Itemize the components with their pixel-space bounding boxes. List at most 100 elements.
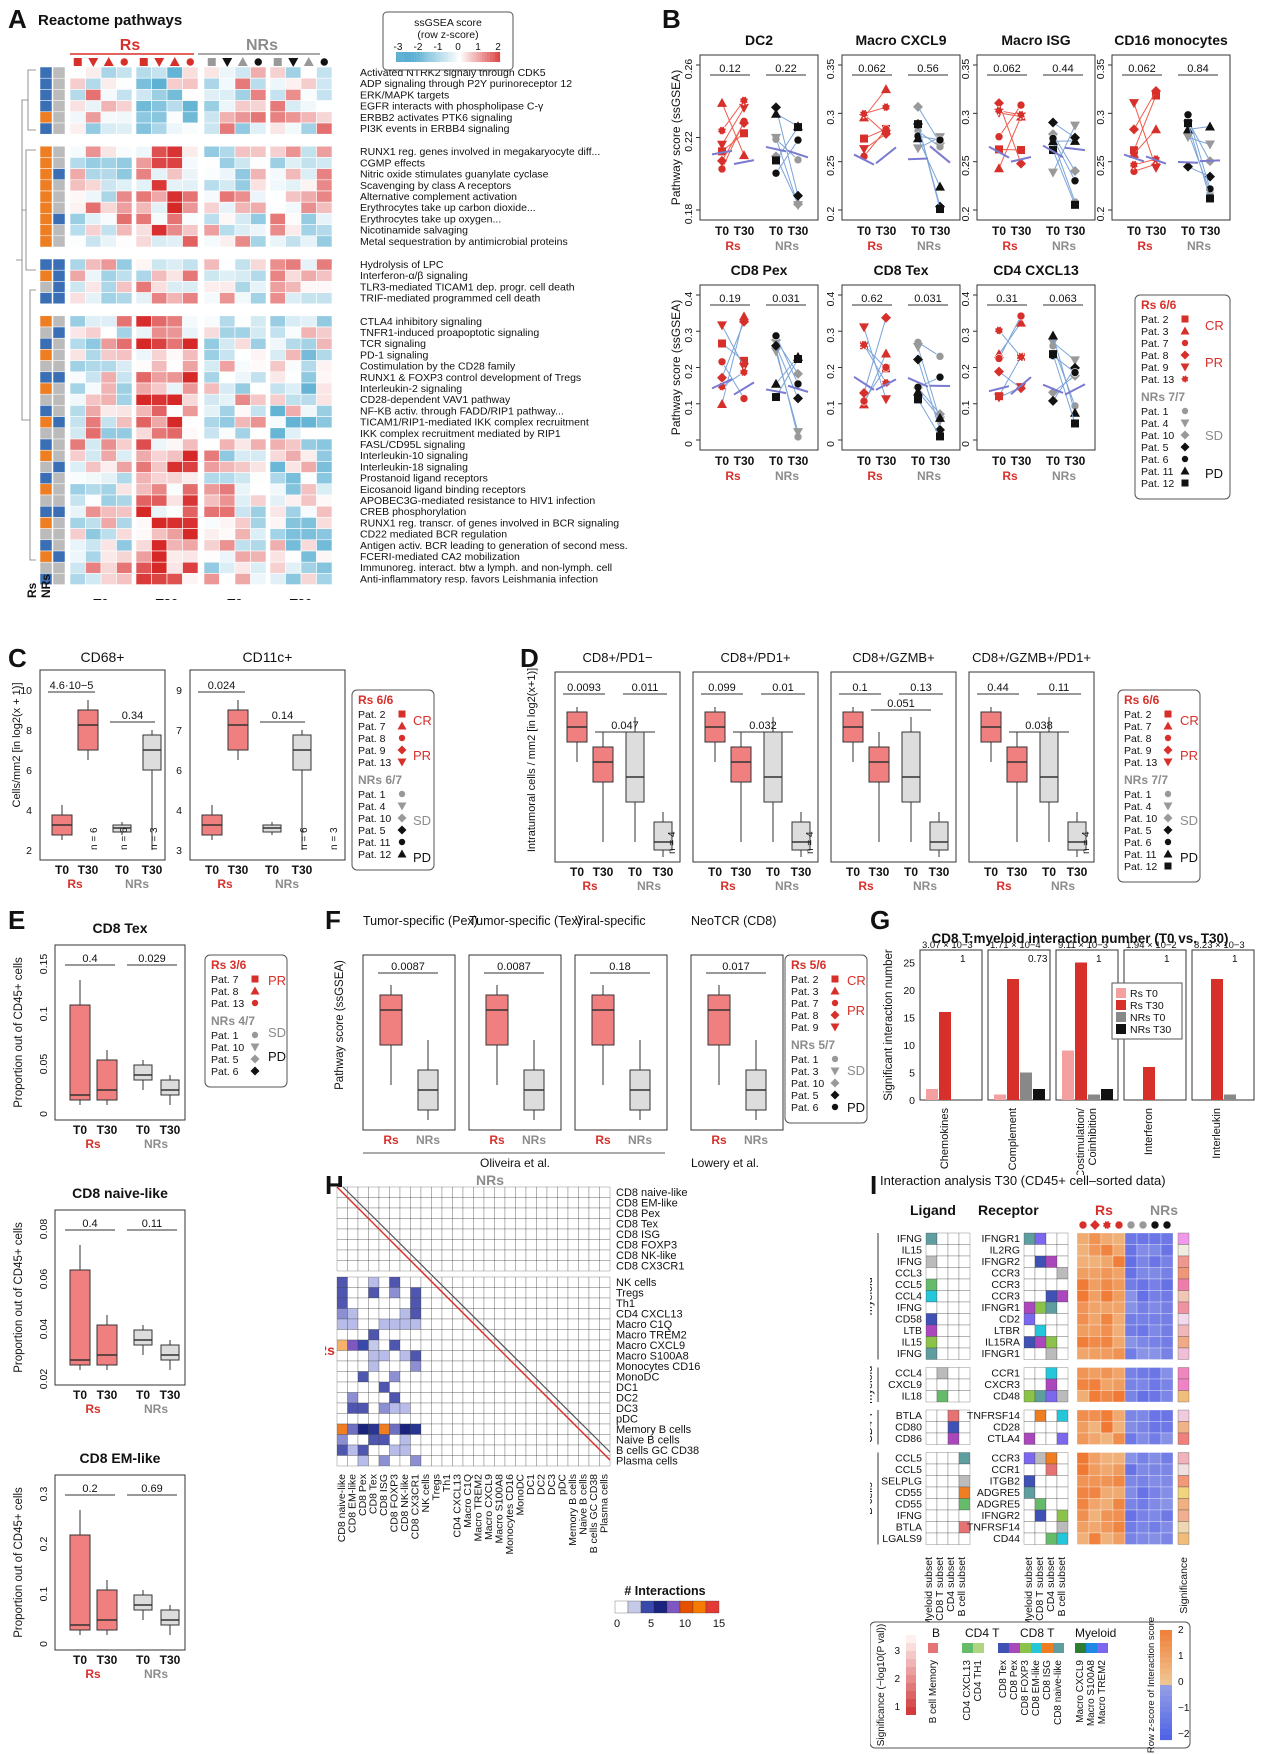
heatmap-cell <box>203 382 220 395</box>
x-tick-label: T30 <box>1067 865 1088 879</box>
heatmap-cell <box>116 213 133 225</box>
heatmap-cell <box>151 382 168 395</box>
heatmap-cell <box>250 405 267 417</box>
matrix-cell <box>399 1413 411 1425</box>
heatmap-cell <box>166 315 183 328</box>
zscore-cell <box>1100 1301 1114 1314</box>
heatmap-cell <box>151 224 168 237</box>
matrix-cell <box>525 1392 537 1404</box>
pvalue-label: 0.031 <box>772 293 800 305</box>
mean-line <box>1064 383 1086 396</box>
matrix-cell <box>452 1228 464 1240</box>
zscore-cell <box>1124 1421 1138 1434</box>
significance-cell <box>1177 1267 1190 1280</box>
heatmap-cell <box>250 371 267 384</box>
legend-marker <box>397 813 407 823</box>
matrix-cell <box>567 1239 579 1251</box>
legend-rs-head: Rs 6/6 <box>1141 298 1177 312</box>
heatmap-cell <box>285 111 302 124</box>
subset-cell <box>1034 1367 1047 1380</box>
legend-box <box>870 1621 1191 1749</box>
zscore-cell <box>1076 1421 1090 1434</box>
heatmap-cell <box>85 371 102 384</box>
matrix-cell <box>462 1350 474 1362</box>
legend-patient: Pat. 6 <box>211 1066 239 1078</box>
col-label: Myeloid subset <box>923 1557 935 1627</box>
x-tick-label: T30 <box>876 224 897 238</box>
side-bar-nrs <box>52 449 66 462</box>
heatmap-cell <box>250 461 267 473</box>
heatmap-cell <box>166 66 183 79</box>
heatmap-cell <box>234 201 251 214</box>
heatmap-cell <box>250 337 267 350</box>
pair-line <box>775 126 799 161</box>
zscore-cell <box>1136 1378 1150 1391</box>
heatmap-cell <box>234 157 251 169</box>
matrix-cell <box>546 1276 558 1288</box>
ligand-label: CCL4 <box>895 1368 922 1380</box>
col-label: B cell subset <box>956 1557 968 1617</box>
subset-cell <box>1034 1532 1047 1545</box>
matrix-cell <box>420 1381 432 1393</box>
matrix-cell <box>378 1239 390 1251</box>
heatmap-cell <box>69 550 86 563</box>
matrix-cell <box>525 1413 537 1425</box>
matrix-cell <box>431 1381 443 1393</box>
pvalue-label: 1 <box>1232 954 1238 965</box>
legend-marker <box>398 838 406 846</box>
box <box>707 994 731 1046</box>
pathway-label: Nitric oxide stimulates guanylate cyclas… <box>360 169 549 181</box>
legend-sd: SD <box>1180 813 1198 828</box>
heatmap-cell <box>250 66 267 79</box>
legend-sd: SD <box>847 1063 865 1078</box>
box <box>1039 731 1059 803</box>
subset-cell <box>1056 1463 1069 1476</box>
y-tick-label: 25 <box>903 958 915 970</box>
legend-z-title: Row z-score of Interaction score <box>1146 1617 1157 1753</box>
legend-z-gradient <box>1160 1635 1172 1642</box>
heatmap-cell <box>182 517 199 529</box>
x-tick-label: T30 <box>791 865 812 879</box>
heatmap-cell <box>269 157 286 169</box>
matrix-cell <box>504 1197 516 1209</box>
heatmap-cell <box>250 224 267 237</box>
panel-f-plots: Pathway score (ssGSEA)Tumor-specific (Pe… <box>334 914 868 1170</box>
matrix-cell <box>441 1455 453 1467</box>
matrix-cell <box>378 1360 390 1372</box>
side-bar-nrs <box>52 349 66 361</box>
matrix-cell <box>483 1228 495 1240</box>
data-point <box>740 129 748 138</box>
x-tick-label: T30 <box>292 863 313 877</box>
matrix-cell <box>399 1207 411 1219</box>
legend-patient: Pat. 10 <box>1141 430 1174 442</box>
heatmap-cell <box>116 382 133 395</box>
heatmap-cell <box>151 190 168 203</box>
pair-line <box>998 116 1022 169</box>
heatmap-cell <box>285 483 302 496</box>
pvalue-label: 9.11 × 10−3 <box>1058 940 1108 951</box>
matrix-cell <box>420 1444 432 1456</box>
data-point <box>739 367 749 377</box>
subset-cell <box>936 1521 949 1534</box>
data-point <box>771 133 781 143</box>
heatmap-cell <box>166 494 183 507</box>
subset-cell <box>1034 1290 1047 1303</box>
legend-patient: Pat. 7 <box>1124 721 1152 733</box>
zscore-cell <box>1148 1324 1162 1337</box>
pvalue-label: 0.063 <box>1049 293 1077 305</box>
legend-swatch <box>973 1643 984 1653</box>
legend-sig-gradient <box>906 1707 916 1715</box>
matrix-cell <box>336 1423 348 1435</box>
y-tick-label: 0.26 <box>683 59 695 80</box>
matrix-cell <box>567 1318 579 1330</box>
cell-type-label: CD8 EM-like <box>347 1474 359 1533</box>
pvalue-label: 0.1 <box>852 682 867 694</box>
cell-type-label: pDC <box>557 1474 569 1495</box>
matrix-cell <box>494 1402 506 1414</box>
side-bar-nrs <box>52 494 66 507</box>
pvalue-label: 0.56 <box>917 63 938 75</box>
matrix-cell <box>399 1297 411 1309</box>
subset-cell <box>936 1278 949 1291</box>
heatmap-cell <box>69 438 86 451</box>
cell-type-label: Macro S100A8 <box>494 1474 506 1544</box>
